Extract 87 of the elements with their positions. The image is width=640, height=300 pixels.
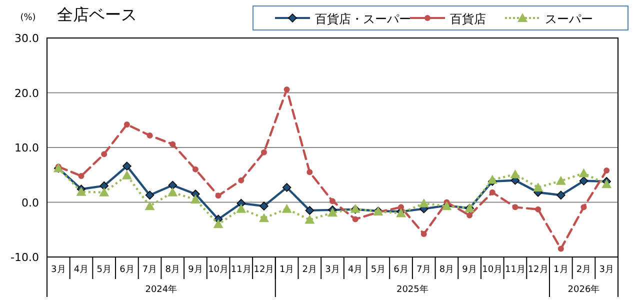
y-tick-label: -10.0 [10,251,39,264]
x-tick-label: 4月 [348,265,363,275]
point [398,204,404,210]
point [100,181,108,190]
point [305,206,314,215]
point [260,149,267,156]
x-tick-label: 6月 [120,265,134,275]
point [512,204,518,210]
point [170,141,176,148]
point [168,187,178,196]
point [99,187,110,196]
y-tick-label: 0.0 [22,196,39,210]
point [215,192,222,199]
point [146,132,153,138]
point [556,190,566,200]
x-tick-label: 1月 [279,265,294,275]
x-tick-label: 7月 [142,265,158,275]
point [145,190,154,200]
x-tick-label: 10月 [208,265,229,275]
point [556,176,566,185]
x-tick-label: 5月 [370,265,386,275]
y-tick-label: 30.0 [14,32,39,45]
x-tick-label: 9月 [188,265,203,275]
point [124,122,130,128]
x-tick-label: 8月 [165,265,180,275]
point [122,170,132,180]
point [466,212,473,218]
point [190,194,200,204]
legend-label: 百貨店 [450,12,486,26]
point [238,177,244,184]
text: 2025年 [396,284,428,295]
x-tick-label: 5月 [96,265,112,275]
x-tick-label: 12月 [528,265,548,275]
point [78,172,84,179]
x-tick-label: 9月 [462,265,477,275]
text: 2024年 [145,284,178,295]
point [144,201,155,210]
point [236,204,246,213]
point [578,168,589,178]
x-tick-label: 2月 [302,265,318,275]
point [304,214,315,224]
x-tick-label: 8月 [439,265,454,275]
point [352,216,358,222]
point [282,183,292,192]
x-tick-label: 10月 [482,265,503,275]
point [213,219,224,228]
x-tick-label: 11月 [230,265,252,275]
x-tick-label: 4月 [74,265,89,275]
point [602,179,612,188]
chart-title: 全店ベース [57,5,137,24]
point [533,182,544,192]
point [328,208,338,217]
point [306,169,313,176]
x-tick-label: 2月 [576,265,592,275]
y-axis-title: (%) [20,13,36,23]
x-tick-label: 6月 [394,265,408,275]
point [284,86,290,92]
point [258,213,269,222]
point [604,167,610,174]
x-tick-label: 3月 [51,265,66,275]
point [282,204,292,213]
legend-label: スーパー [545,12,593,26]
point [487,174,498,184]
x-tick-label: 1月 [554,265,568,275]
point [558,246,564,252]
point [535,206,542,212]
point [489,189,496,196]
x-tick-label: 12月 [254,265,274,275]
legend-label: 百貨店・スーパー [315,12,411,26]
point [330,198,336,204]
text: 2026年 [568,284,600,295]
point [418,198,429,208]
point [122,162,132,171]
point [192,166,198,172]
x-tick-label: 7月 [416,265,432,275]
point [580,204,587,210]
point [101,151,108,158]
x-tick-label: 3月 [325,265,340,275]
point [579,176,588,186]
x-tick-label: 3月 [599,265,614,275]
point [420,231,427,238]
point [510,169,520,178]
y-tick-label: 20.0 [14,86,39,100]
x-tick-label: 11月 [504,265,526,275]
point [168,180,178,190]
y-tick-label: 10.0 [14,142,39,154]
point [260,202,268,210]
